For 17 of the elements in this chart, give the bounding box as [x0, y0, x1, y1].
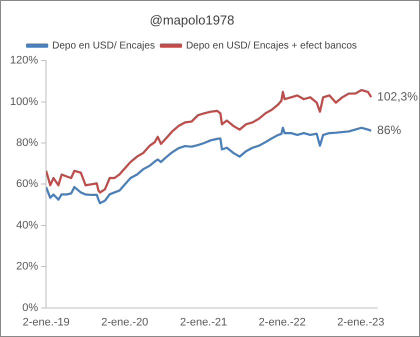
- x-tick-label: 2-ene.-19: [22, 316, 70, 328]
- y-tick-label: 80%: [16, 137, 38, 150]
- annotation: 102,3%: [377, 89, 418, 104]
- x-tick-label: 2-ene.-22: [258, 316, 306, 328]
- y-tick-label: 20%: [16, 260, 38, 273]
- x-tick-label: 2-ene.-23: [337, 316, 384, 328]
- y-tick-label: 0%: [22, 302, 38, 314]
- x-tick-label: 2-ene.-20: [101, 316, 148, 328]
- legend-label: Depo en USD/ Encajes + efect bancos: [186, 40, 357, 52]
- y-tick-label: 100%: [10, 96, 38, 108]
- y-tick-label: 40%: [16, 219, 38, 232]
- legend-label: Depo en USD/ Encajes: [52, 40, 155, 52]
- chart-title: @mapolo1978: [150, 12, 234, 28]
- x-tick-label: 2-ene.-21: [180, 316, 228, 328]
- annotation: 86%: [377, 122, 402, 137]
- y-tick-label: 120%: [10, 54, 38, 67]
- y-tick-label: 60%: [16, 178, 38, 190]
